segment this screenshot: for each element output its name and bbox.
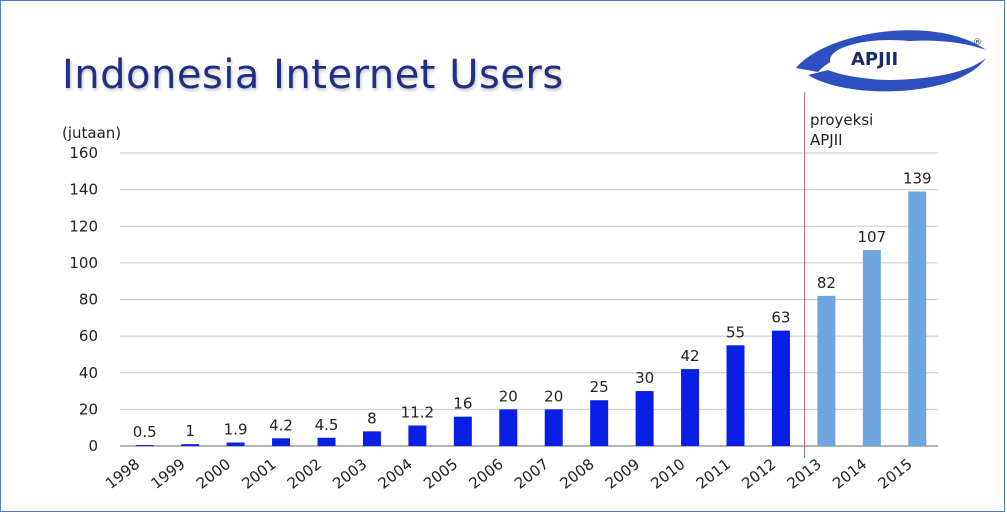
data-label: 11.2: [401, 403, 434, 421]
x-tick-label: 1998: [102, 455, 143, 493]
data-label: 8: [367, 409, 377, 427]
y-tick-label: 160: [69, 144, 98, 162]
bar: [181, 444, 200, 446]
bar: [408, 425, 427, 446]
x-tick-label: 2001: [238, 455, 279, 493]
data-label: 1: [185, 422, 195, 440]
bar: [317, 437, 336, 446]
data-label: 42: [681, 347, 700, 365]
x-tick-label: 2004: [375, 455, 416, 493]
y-tick-label: 140: [69, 181, 98, 199]
x-tick-label: 2015: [875, 455, 916, 493]
x-tick-label: 2010: [647, 455, 688, 493]
data-label: 0.5: [133, 423, 157, 441]
x-tick-label: 2006: [466, 455, 507, 493]
y-tick-label: 40: [79, 364, 98, 382]
bar: [726, 345, 745, 446]
bar: [453, 416, 472, 446]
data-label: 30: [635, 369, 654, 387]
bar: [135, 445, 154, 446]
bar: [226, 442, 245, 446]
data-label: 139: [903, 169, 932, 187]
y-tick-label: 100: [69, 254, 98, 272]
chart-title: Indonesia Internet Users: [62, 52, 564, 98]
x-tick-label: 2002: [284, 455, 325, 493]
projection-label-line1: proyeksi: [810, 111, 874, 129]
x-tick-label: 2000: [193, 455, 234, 493]
x-tick-label: 2009: [602, 455, 643, 493]
y-unit-label: (jutaan): [62, 124, 122, 142]
bar: [362, 431, 381, 446]
projection-label: proyeksi APJII: [810, 110, 873, 150]
x-tick-label: 2003: [329, 455, 370, 493]
data-label: 16: [453, 395, 472, 413]
data-label: 4.5: [315, 416, 339, 434]
data-label: 20: [544, 387, 563, 405]
projected-bar: [862, 250, 881, 446]
y-tick-label: 0: [88, 437, 98, 455]
data-label: 1.9: [224, 421, 248, 439]
projected-bar: [908, 191, 927, 446]
y-tick-label: 20: [79, 400, 98, 418]
bar: [771, 330, 790, 446]
data-label: 25: [590, 378, 609, 396]
bar: [635, 391, 654, 446]
x-tick-label: 2011: [693, 455, 734, 493]
x-tick-label: 2007: [511, 455, 552, 493]
x-tick-label: 2014: [829, 455, 870, 493]
bar: [681, 369, 700, 446]
data-label: 82: [817, 274, 836, 292]
bar: [544, 409, 563, 446]
projected-bar: [817, 295, 836, 446]
bar: [499, 409, 518, 446]
data-label: 4.2: [269, 416, 293, 434]
x-tick-label: 2012: [738, 455, 779, 493]
y-tick-label: 60: [79, 327, 98, 345]
logo-text: APJII: [851, 49, 899, 70]
registered-mark: ®: [973, 38, 982, 48]
x-tick-label: 1999: [147, 455, 188, 493]
bar: [590, 400, 609, 446]
x-tick-label: 2013: [784, 455, 825, 493]
apjii-logo: [796, 30, 986, 92]
data-label: 20: [499, 387, 518, 405]
data-label: 107: [858, 228, 887, 246]
projection-label-line2: APJII: [810, 131, 843, 149]
bar: [272, 438, 291, 446]
data-label: 55: [726, 323, 745, 341]
data-label: 63: [771, 309, 790, 327]
y-tick-label: 120: [69, 217, 98, 235]
x-tick-label: 2005: [420, 455, 461, 493]
y-tick-label: 80: [79, 291, 98, 309]
x-tick-label: 2008: [556, 455, 597, 493]
